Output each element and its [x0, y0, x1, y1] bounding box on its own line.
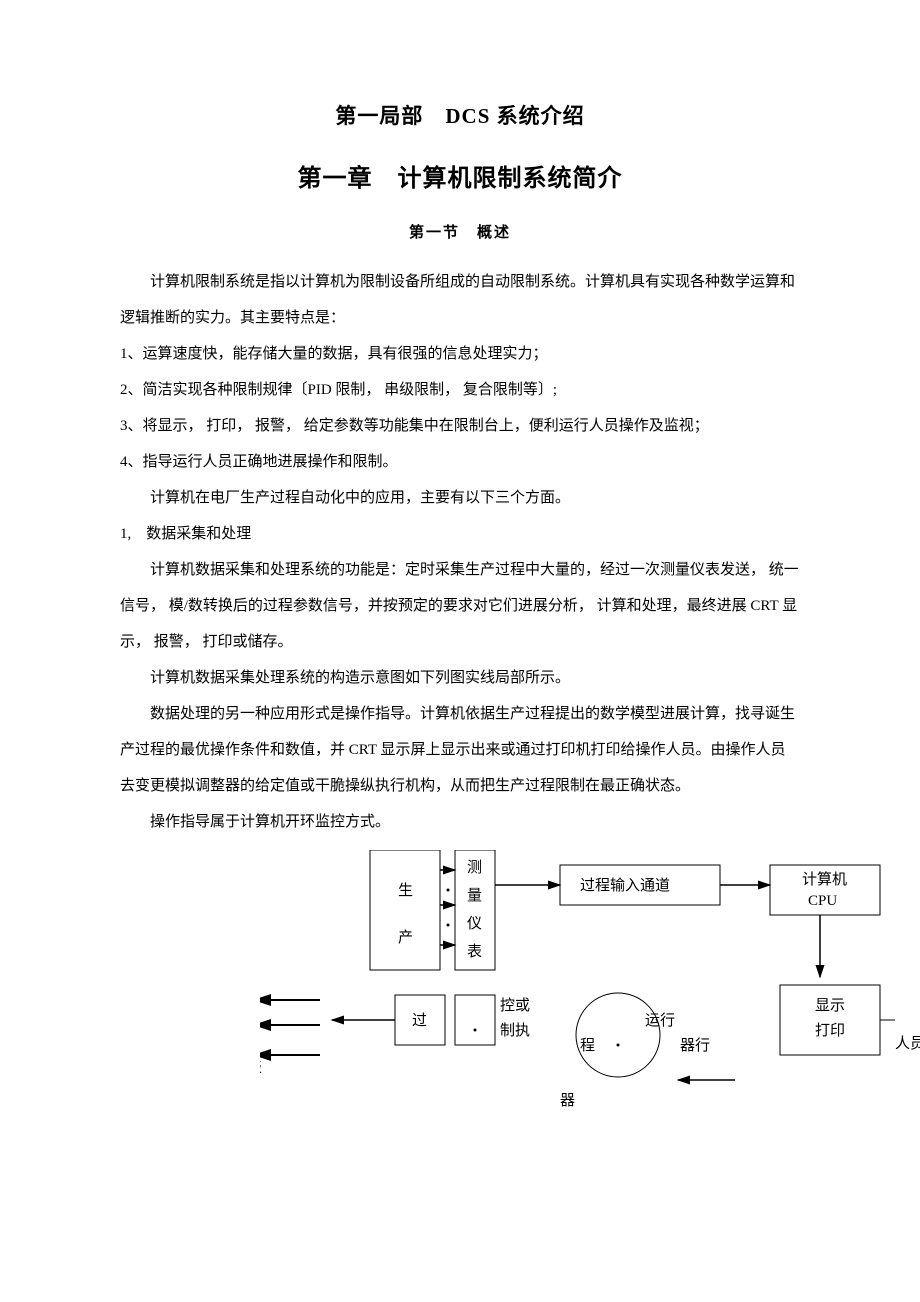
edge-dot: [447, 889, 450, 892]
node-label: 制表: [260, 1059, 262, 1076]
node-label: 显示: [815, 998, 845, 1014]
list-item: 1、运算速度快，能存储大量的数据，具有很强的信息处理实力；: [120, 336, 800, 372]
node-run-circle: [576, 993, 660, 1077]
list-item: 4、指导运行人员正确地进展操作和限制。: [120, 444, 800, 480]
edge-dot: [474, 1029, 477, 1032]
section-title: 第一节 概述: [120, 221, 800, 242]
node-label: 程: [580, 1037, 595, 1054]
paragraph: 计算机限制系统是指以计算机为限制设备所组成的自动限制系统。计算机具有实现各种数学…: [120, 264, 800, 336]
flowchart-svg: 生 产 测 量 仪 表 过程输入通道 计算机 CPU 过 控或 制执: [260, 850, 920, 1170]
node-label: 运行: [645, 1012, 675, 1029]
node-label: 人员: [895, 1035, 920, 1052]
node-label: 器行: [680, 1037, 710, 1054]
node-label: 打印: [815, 1022, 845, 1039]
chapter-title: 第一章 计算机限制系统简介: [120, 158, 800, 193]
node-label: 量: [467, 888, 482, 904]
node-label: 过程输入通道: [580, 877, 670, 894]
node-label: 测: [467, 859, 482, 876]
paragraph: 计算机数据采集处理系统的构造示意图如下列图实线局部所示。: [120, 660, 800, 696]
node-label: CPU: [808, 893, 837, 909]
edge-dot: [617, 1044, 620, 1047]
node-label: 过: [412, 1012, 427, 1029]
node-exec: [455, 995, 495, 1045]
node-label: 仪: [467, 916, 482, 932]
document-page: 第一局部 DCS 系统介绍 第一章 计算机限制系统简介 第一节 概述 计算机限制…: [0, 0, 920, 1230]
edge-dot: [447, 924, 450, 927]
node-label: 生: [398, 882, 413, 899]
paragraph: 数据处理的另一种应用形式是操作指导。计算机依据生产过程提出的数学模型进展计算，找…: [120, 696, 800, 804]
paragraph: 计算机数据采集和处理系统的功能是：定时采集生产过程中大量的，经过一次测量仪表发送…: [120, 552, 800, 660]
flowchart-diagram: 生 产 测 量 仪 表 过程输入通道 计算机 CPU 过 控或 制执: [260, 850, 920, 1170]
node-label: 制执: [500, 1022, 530, 1039]
node-label: 计算机: [802, 870, 847, 888]
list-item: 2、简洁实现各种限制规律〔PID 限制， 串级限制， 复合限制等〕;: [120, 372, 800, 408]
list-item: 3、将显示， 打印， 报警， 给定参数等功能集中在限制台上，便利运行人员操作及监…: [120, 408, 800, 444]
node-label: 产: [398, 929, 413, 946]
paragraph: 操作指导属于计算机开环监控方式。: [120, 804, 800, 840]
node-label: 控或: [500, 997, 530, 1014]
node-display: [780, 985, 880, 1055]
sub-heading: 1, 数据采集和处理: [120, 516, 800, 552]
node-label: 表: [467, 943, 482, 960]
node-production: [370, 850, 440, 970]
paragraph: 计算机在电厂生产过程自动化中的应用，主要有以下三个方面。: [120, 480, 800, 516]
node-label: 器: [560, 1093, 575, 1109]
part-title: 第一局部 DCS 系统介绍: [120, 100, 800, 130]
